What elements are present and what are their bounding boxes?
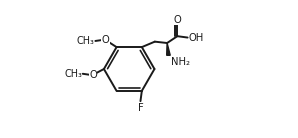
- Text: O: O: [102, 35, 109, 45]
- Polygon shape: [167, 43, 170, 55]
- Text: CH₃: CH₃: [77, 36, 95, 46]
- Text: O: O: [89, 70, 97, 80]
- Text: CH₃: CH₃: [64, 69, 82, 79]
- Text: OH: OH: [188, 33, 204, 43]
- Text: F: F: [138, 103, 143, 113]
- Text: NH₂: NH₂: [170, 57, 190, 67]
- Text: O: O: [173, 15, 181, 25]
